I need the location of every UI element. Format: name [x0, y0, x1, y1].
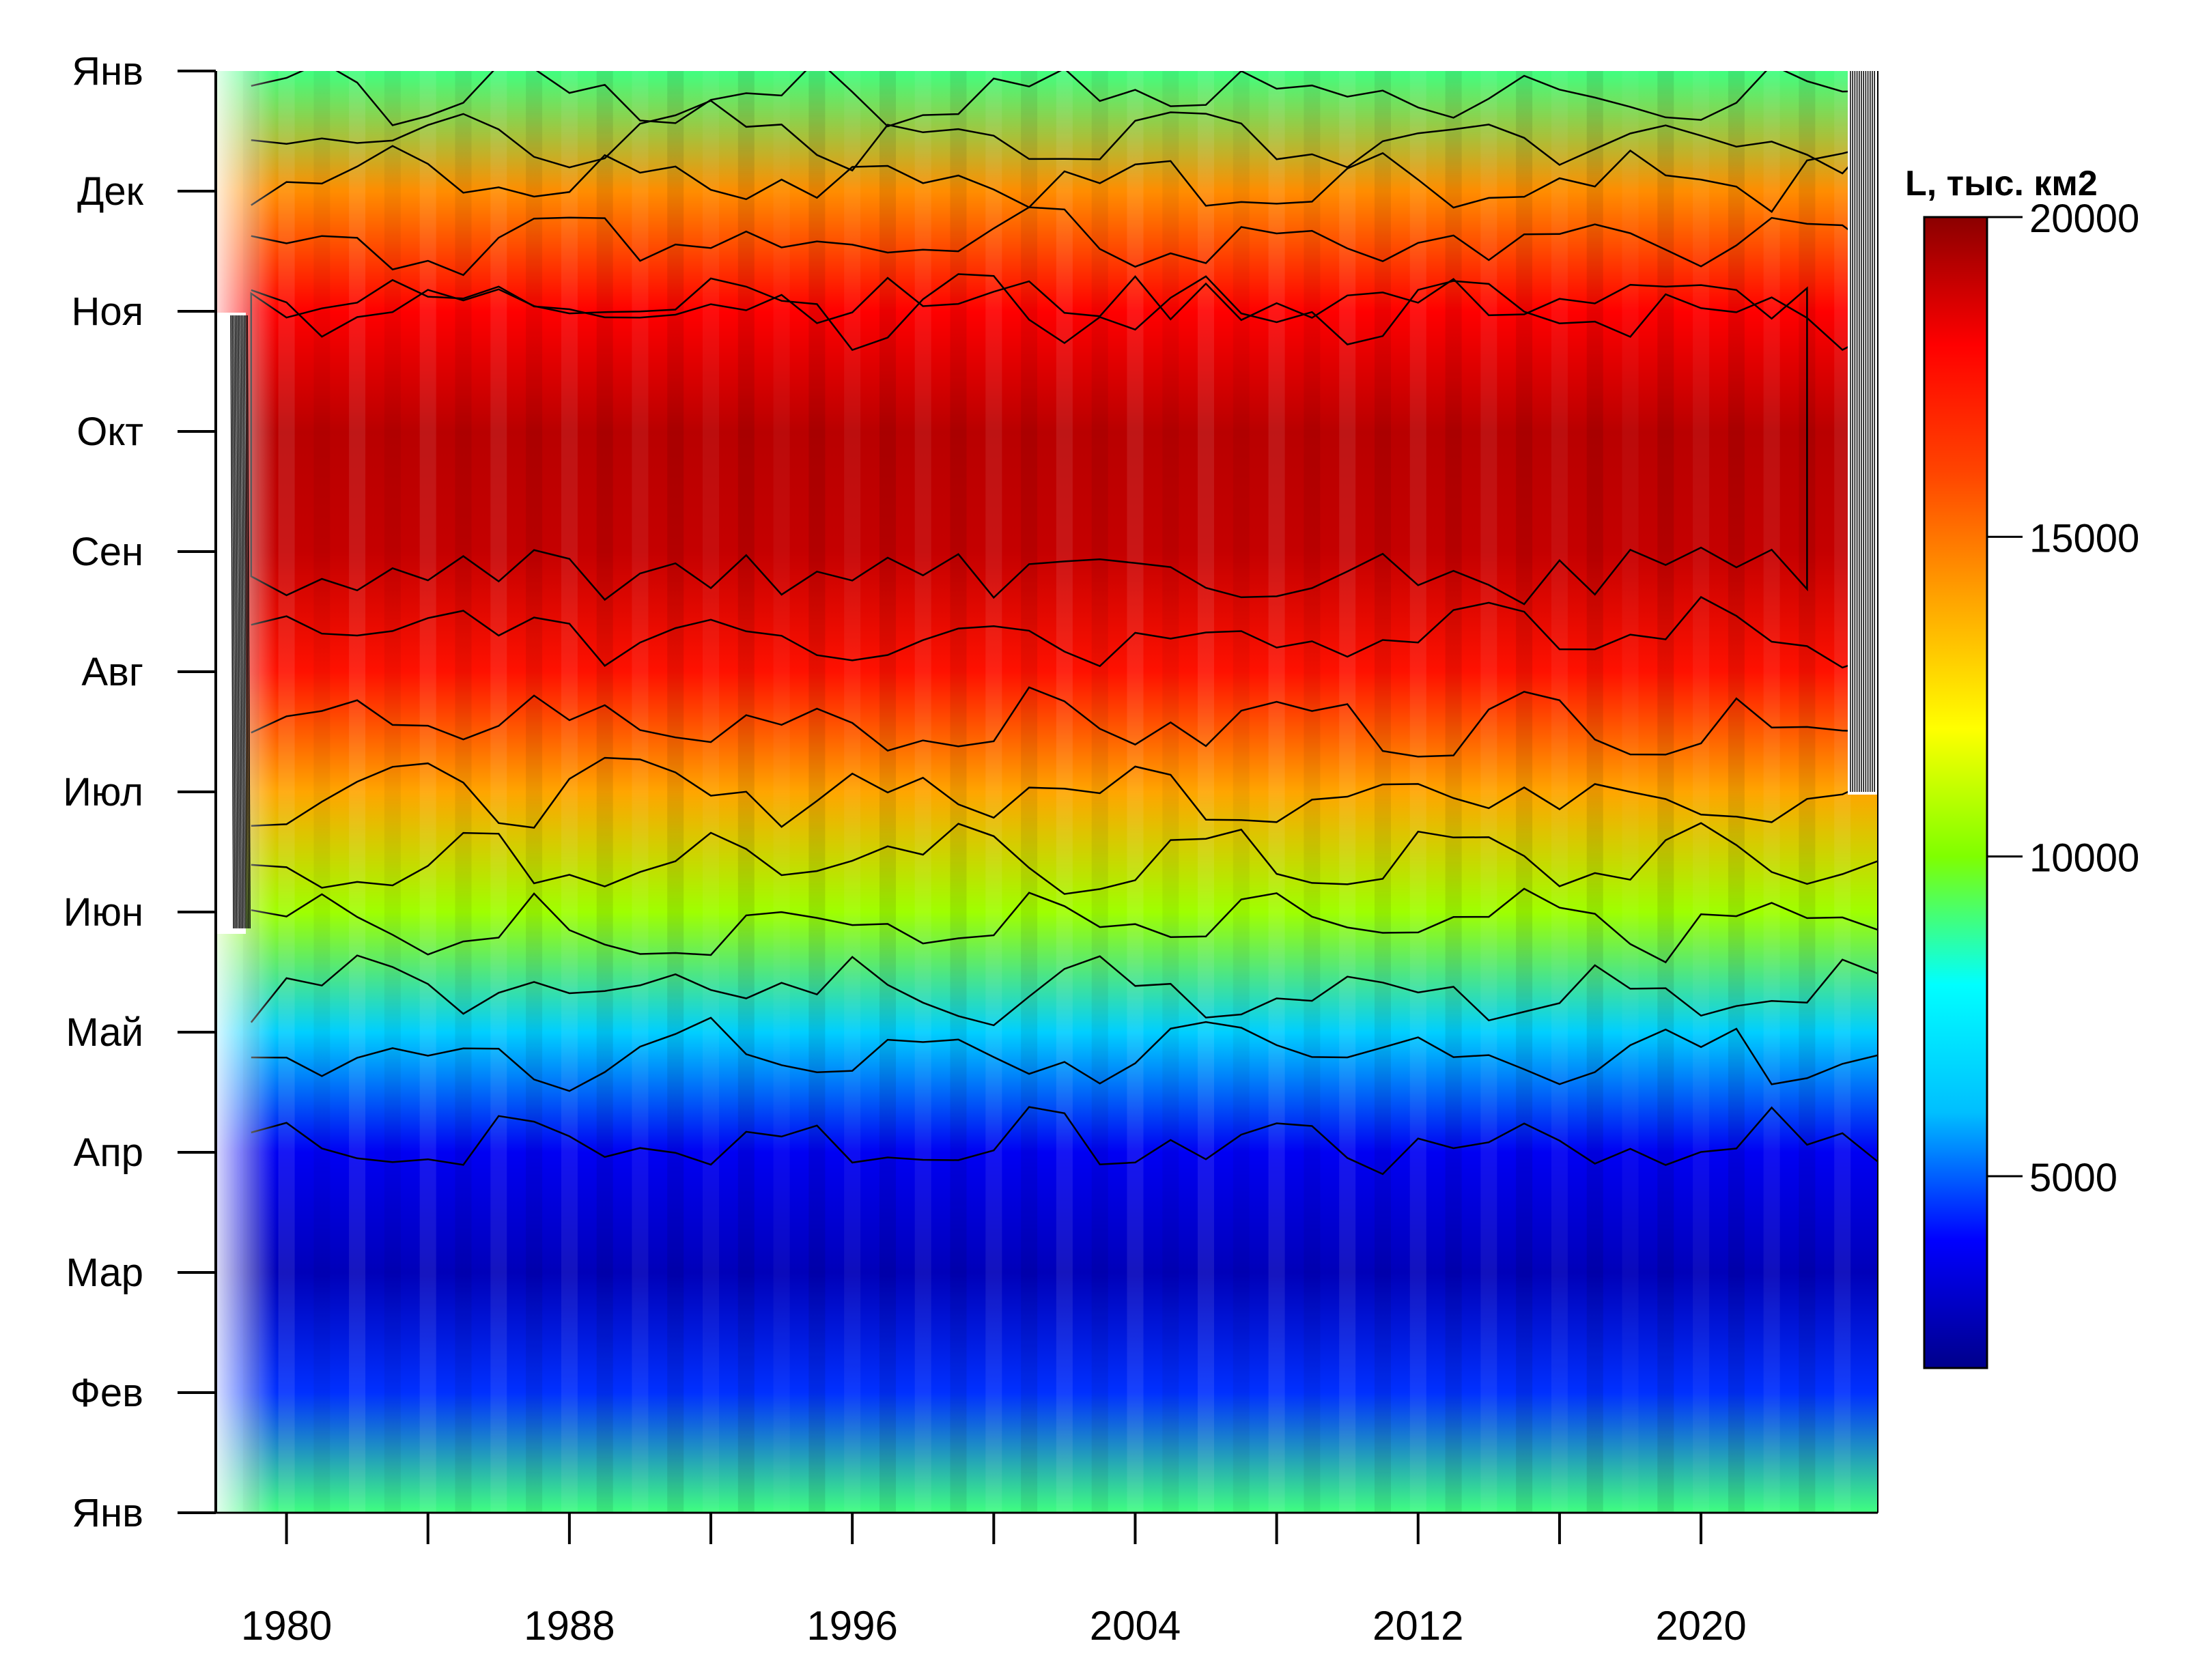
x-tick-label: 2012: [1372, 1603, 1463, 1649]
y-tick-label: Янв: [72, 49, 143, 94]
plot-area: [216, 71, 1878, 1513]
colorbar-tick-label: 20000: [2029, 197, 2139, 241]
y-tick-label: Окт: [76, 410, 143, 454]
colorbar-title: L, тыс. км2: [1905, 164, 2098, 203]
y-tick-label: Апр: [74, 1130, 143, 1175]
y-axis: Янв Фев Мар Апр Май Июн Июл Авг Сен Окт Ноя Дек Янв: [63, 49, 216, 1535]
y-tick-label: Янв: [72, 1491, 143, 1535]
x-tick-label: 1996: [806, 1603, 897, 1649]
year-stripes: [242, 71, 1851, 1513]
colorbar: L, тыс. км2 5000 10000 15000 20000: [1905, 164, 2139, 1369]
x-tick-label: 2004: [1090, 1603, 1181, 1649]
y-tick-label: Июн: [64, 890, 143, 935]
x-tick-label: 1980: [241, 1603, 332, 1649]
x-tick-label: 1988: [524, 1603, 615, 1649]
x-axis: 1980 1988 1996 2004 2012 2020: [241, 1513, 1747, 1649]
colorbar-ticks: 5000 10000 15000 20000: [1987, 197, 2139, 1200]
colorbar-tick-label: 5000: [2029, 1156, 2117, 1200]
colorbar-gradient-bar: [1923, 216, 1988, 1369]
colorbar-tick-label: 10000: [2029, 836, 2139, 881]
y-tick-label: Фев: [70, 1371, 143, 1415]
x-tick-label: 2020: [1655, 1603, 1746, 1649]
y-tick-label: Дек: [77, 169, 144, 214]
edge-contour-lines: [230, 71, 1875, 929]
heatmap-field: [216, 71, 1878, 1513]
y-tick-label: Сен: [71, 530, 143, 574]
y-tick-label: Авг: [81, 650, 143, 694]
y-tick-label: Мар: [66, 1251, 143, 1295]
contour-lines: [250, 71, 1878, 1176]
y-tick-label: Июл: [63, 770, 143, 814]
y-tick-label: Ноя: [71, 289, 143, 334]
colorbar-tick-label: 15000: [2029, 516, 2139, 560]
y-tick-label: Май: [66, 1010, 143, 1055]
